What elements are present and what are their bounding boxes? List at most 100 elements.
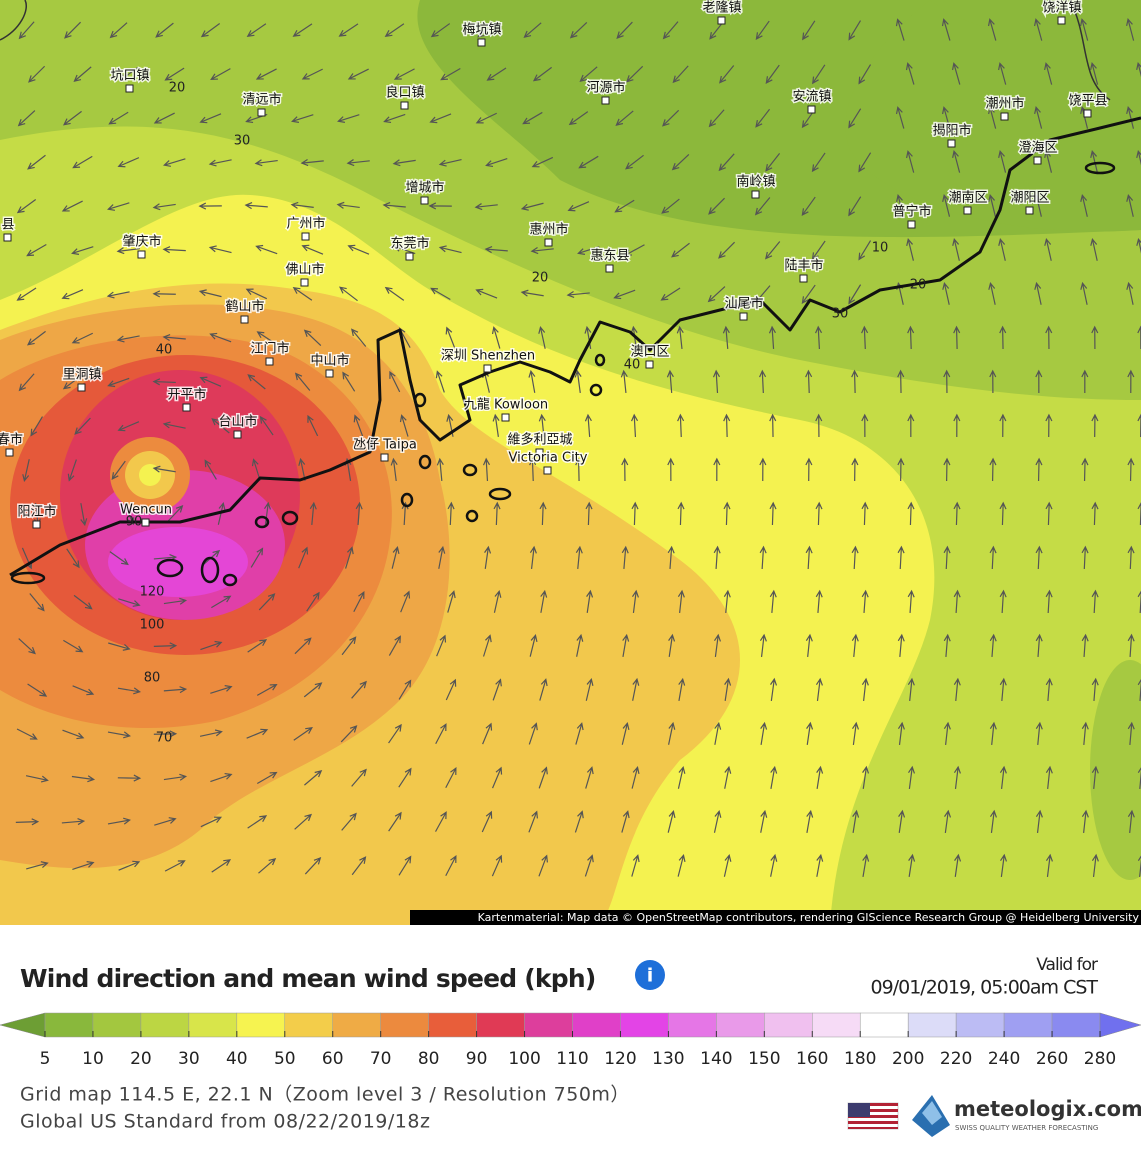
legend-title: Wind direction and mean wind speed (kph) bbox=[20, 964, 595, 993]
wind-arrow bbox=[943, 457, 951, 482]
wind-arrow bbox=[712, 369, 721, 394]
wind-arrow bbox=[858, 240, 872, 261]
islands bbox=[10, 161, 1116, 587]
wind-arrow bbox=[246, 23, 267, 37]
wind-arrow bbox=[258, 857, 277, 874]
place-label: 揭阳市 bbox=[932, 123, 971, 139]
wind-arrow bbox=[953, 413, 961, 438]
wind-arrow bbox=[61, 200, 83, 212]
wind-arrow bbox=[713, 633, 722, 657]
info-icon[interactable]: i bbox=[647, 965, 654, 987]
wind-arrow bbox=[263, 501, 272, 525]
place-marker bbox=[751, 190, 760, 199]
wind-arrow bbox=[16, 728, 38, 740]
wind-arrow bbox=[942, 281, 950, 305]
wind-arrow bbox=[848, 108, 862, 129]
wind-arrow bbox=[816, 853, 824, 877]
wind-arrow bbox=[942, 106, 951, 129]
place-marker bbox=[1000, 112, 1009, 121]
wind-arrow bbox=[347, 68, 369, 80]
wind-arrow bbox=[255, 68, 277, 80]
wind-arrow bbox=[765, 241, 781, 260]
colorbar-label: 130 bbox=[652, 1049, 684, 1069]
wind-arrow bbox=[943, 721, 951, 745]
field bbox=[1090, 660, 1141, 880]
wind-arrow bbox=[816, 765, 824, 789]
model-info: Global US Standard from 08/22/2019/18z bbox=[20, 1111, 430, 1133]
place-label: 广州市 bbox=[286, 216, 325, 232]
wind-arrow bbox=[303, 682, 323, 698]
wind-arrow bbox=[989, 809, 997, 833]
contour-label: 120 bbox=[140, 585, 165, 600]
wind-arrow bbox=[677, 413, 685, 438]
wind-arrow bbox=[811, 152, 826, 173]
contour-label: 70 bbox=[156, 731, 173, 746]
wind-arrow bbox=[400, 590, 411, 613]
wind-arrow bbox=[445, 855, 457, 877]
wind-arrow bbox=[953, 325, 961, 350]
wind-arrow bbox=[244, 202, 268, 210]
wind-arrow bbox=[897, 369, 905, 394]
colorbar-label: 10 bbox=[82, 1049, 104, 1069]
colorbar-segment bbox=[524, 1012, 573, 1038]
wind-arrow bbox=[428, 202, 452, 210]
wind-arrow bbox=[662, 109, 680, 127]
wind-arrow bbox=[759, 545, 767, 570]
wind-arrow bbox=[616, 21, 633, 39]
wind-arrow bbox=[575, 545, 583, 570]
colorbar-label: 150 bbox=[748, 1049, 780, 1069]
wind-arrow bbox=[987, 18, 997, 41]
wind-arrow bbox=[907, 413, 915, 438]
place-label: 南岭镇 bbox=[736, 174, 775, 190]
place-marker bbox=[32, 520, 41, 529]
wind-arrow bbox=[621, 545, 629, 570]
wind-arrow bbox=[118, 860, 141, 871]
place-label: 台山市 bbox=[218, 414, 257, 430]
wind-arrow bbox=[116, 335, 140, 343]
colorbar-label: 260 bbox=[1036, 1049, 1068, 1069]
wind-arrow bbox=[255, 244, 278, 255]
wind-arrow bbox=[16, 287, 37, 301]
place-label: 氹仔 Taipa bbox=[353, 438, 417, 453]
place-marker bbox=[483, 364, 492, 373]
wind-arrow bbox=[1090, 237, 1098, 261]
wind-arrow bbox=[26, 243, 47, 257]
wind-arrow bbox=[999, 765, 1007, 789]
colorbar-segment bbox=[284, 1012, 333, 1038]
colorbar-segment bbox=[1003, 1012, 1053, 1038]
wind-arrow bbox=[1126, 106, 1135, 129]
wind-arrow bbox=[953, 501, 961, 526]
wind-arrow bbox=[907, 325, 915, 350]
wind-arrow bbox=[952, 237, 960, 261]
wind-arrow bbox=[355, 501, 363, 526]
place-label: 深圳 Shenzhen bbox=[441, 349, 535, 364]
wind-arrow bbox=[62, 374, 83, 390]
place-label: 維多利亞城 bbox=[507, 432, 572, 448]
wind-arrow bbox=[258, 593, 276, 611]
wind-arrow bbox=[435, 811, 447, 832]
wind-arrow bbox=[438, 545, 446, 569]
wind-arrow bbox=[540, 589, 548, 613]
wind-arrow bbox=[163, 597, 188, 605]
wind-arrow bbox=[303, 329, 322, 346]
place-marker bbox=[300, 278, 309, 287]
place-label: 惠东县 bbox=[590, 249, 629, 264]
wind-arrow bbox=[481, 810, 493, 833]
place-marker bbox=[265, 357, 274, 366]
brand-name: meteologix.com bbox=[954, 1097, 1141, 1121]
wind-arrow bbox=[907, 589, 915, 614]
wind-arrow bbox=[210, 772, 233, 783]
wind-arrow bbox=[164, 860, 186, 872]
wind-arrow bbox=[989, 369, 997, 394]
info-icon-bg[interactable] bbox=[635, 960, 665, 990]
grid-info: Grid map 114.5 E, 22.1 N（Zoom level 3 / … bbox=[20, 1084, 630, 1106]
place-marker bbox=[544, 238, 553, 247]
wind-arrow bbox=[27, 154, 46, 170]
wind-arrow bbox=[391, 546, 400, 569]
wind-arrow bbox=[445, 767, 457, 789]
wind-arrow bbox=[106, 291, 130, 299]
wind-arrow bbox=[246, 728, 269, 739]
wind-arrow bbox=[154, 817, 177, 826]
wind-arrow bbox=[200, 640, 223, 651]
place-label: 良口镇 bbox=[385, 85, 424, 101]
